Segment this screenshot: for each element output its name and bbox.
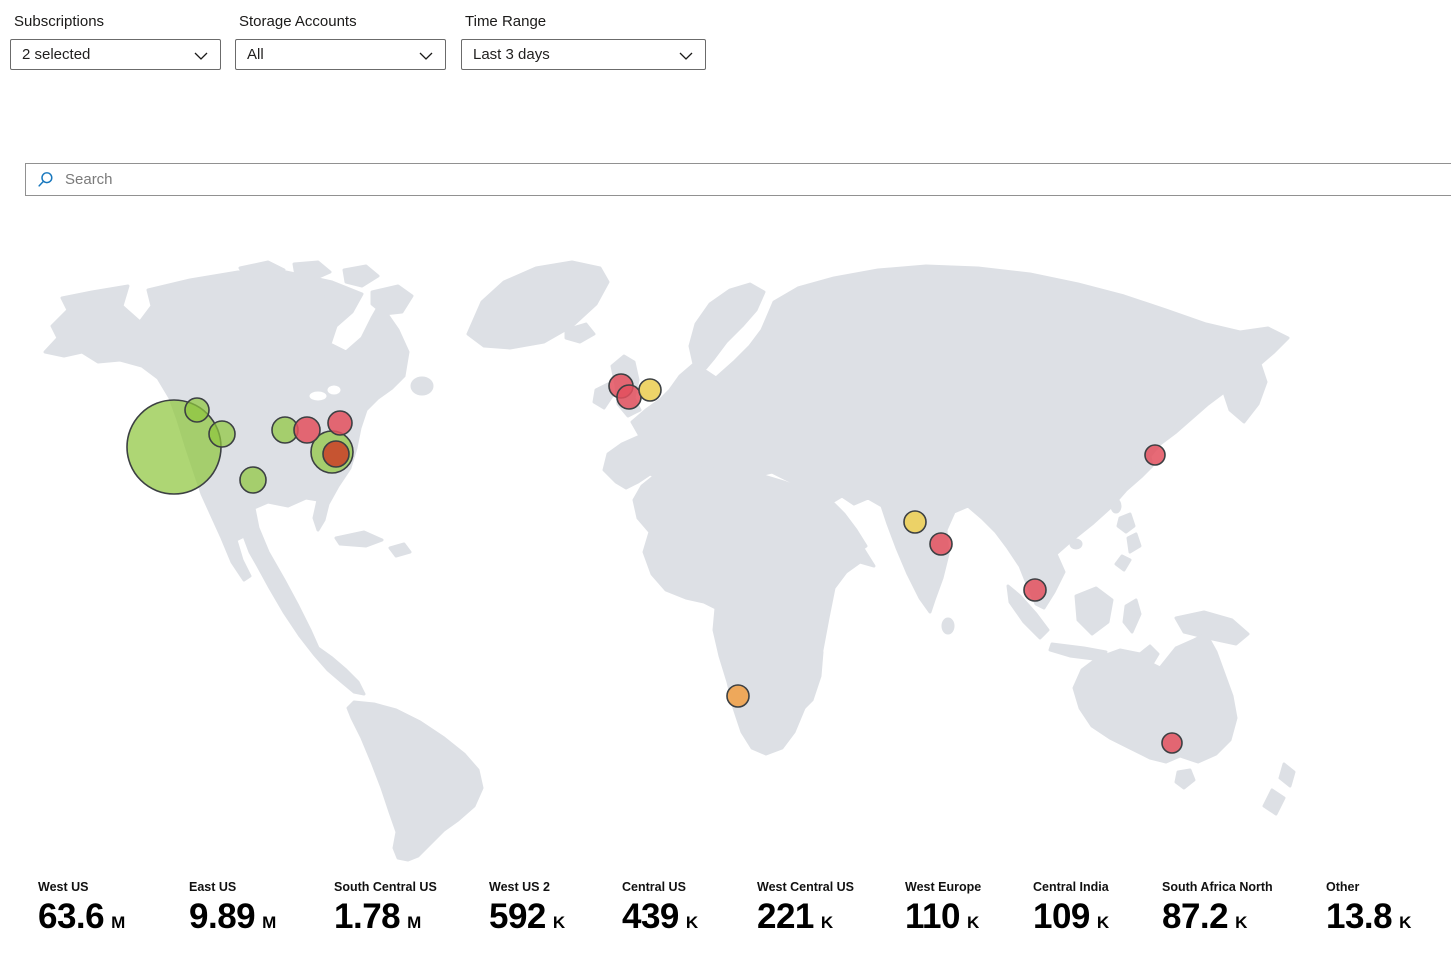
region-stat-unit: K [1096,913,1110,932]
map-bubbles-layer [126,373,1183,754]
map-bubble-green[interactable] [184,397,210,423]
region-stat: West US 63.6 M [38,880,126,943]
search-input[interactable] [63,170,1451,189]
region-stat-unit: K [966,913,980,932]
world-map-land [43,260,1296,862]
region-stat: Other 13.8 K [1326,880,1412,943]
map-bubble-red[interactable] [1144,444,1166,466]
search-bar [25,163,1451,196]
region-stat-unit: K [552,913,566,932]
storage-accounts-label: Storage Accounts [239,13,357,30]
filter-subscriptions: Subscriptions 2 selected [10,13,221,70]
storage-accounts-dropdown[interactable]: All [235,39,446,70]
region-stat-label: West US 2 [489,880,550,894]
map-bubble-darkred[interactable] [322,440,350,468]
region-stat-value: 439 K [622,897,699,936]
map-bubble-green[interactable] [208,420,236,448]
filter-time-range: Time Range Last 3 days [461,13,706,70]
region-stat: South Africa North 87.2 K [1162,880,1273,943]
map-bubble-red[interactable] [616,384,642,410]
region-stat-unit: M [262,913,277,932]
storage-accounts-value: All [247,46,264,63]
map-bubble-red[interactable] [1161,732,1183,754]
map-bubble-red[interactable] [1023,578,1047,602]
time-range-dropdown[interactable]: Last 3 days [461,39,706,70]
region-stat-label: South Central US [334,880,437,894]
map-bubble-red[interactable] [929,532,953,556]
region-stat: East US 9.89 M [189,880,277,943]
region-stat-unit: K [685,913,699,932]
region-stat: South Central US 1.78 M [334,880,437,943]
subscriptions-value: 2 selected [22,46,91,63]
region-stat-label: Central US [622,880,686,894]
region-stat-value: 13.8 K [1326,897,1412,936]
region-stat-unit: M [407,913,422,932]
map-bubble-yellow[interactable] [638,378,662,402]
region-stat-label: South Africa North [1162,880,1273,894]
region-stat: West Central US 221 K [757,880,854,943]
region-stat-unit: K [820,913,834,932]
time-range-label: Time Range [465,13,547,30]
region-stat-value: 9.89 M [189,897,277,936]
region-stat-value: 592 K [489,897,566,936]
subscriptions-label: Subscriptions [14,13,105,30]
region-stat-label: West Europe [905,880,982,894]
filter-bar: Subscriptions 2 selected Storage Account… [0,0,1451,90]
region-stat: West US 2 592 K [489,880,566,943]
chevron-down-icon [419,52,433,60]
map-bubble-orange[interactable] [726,684,750,708]
region-stat-value: 87.2 K [1162,897,1248,936]
filter-storage-accounts: Storage Accounts All [235,13,446,70]
region-stat-label: Other [1326,880,1360,894]
region-stat: West Europe 110 K [905,880,981,943]
region-stat-unit: M [111,913,126,932]
region-stats-row: West US 63.6 M East US 9.89 M South Central US… [0,880,1451,960]
region-stat-label: West US [38,880,89,894]
region-stat-value: 1.78 M [334,897,422,936]
time-range-value: Last 3 days [473,46,550,63]
region-stat-label: East US [189,880,237,894]
region-stat-unit: K [1399,913,1412,932]
search-icon [38,172,53,187]
region-stat-value: 63.6 M [38,897,126,936]
map-bubble-green[interactable] [239,466,267,494]
region-stat: Central US 439 K [622,880,699,943]
subscriptions-dropdown[interactable]: 2 selected [10,39,221,70]
chevron-down-icon [679,52,693,60]
region-stat: Central India 109 K [1033,880,1110,943]
map-bubble-red[interactable] [327,410,353,436]
region-stat-value: 110 K [905,897,980,936]
chevron-down-icon [194,52,208,60]
region-stat-label: Central India [1033,880,1109,894]
region-stat-unit: K [1235,913,1248,932]
map-bubble-yellow[interactable] [903,510,927,534]
region-stat-value: 109 K [1033,897,1110,936]
region-stat-label: West Central US [757,880,855,894]
map-bubble-red[interactable] [293,416,321,444]
region-stat-value: 221 K [757,897,834,936]
